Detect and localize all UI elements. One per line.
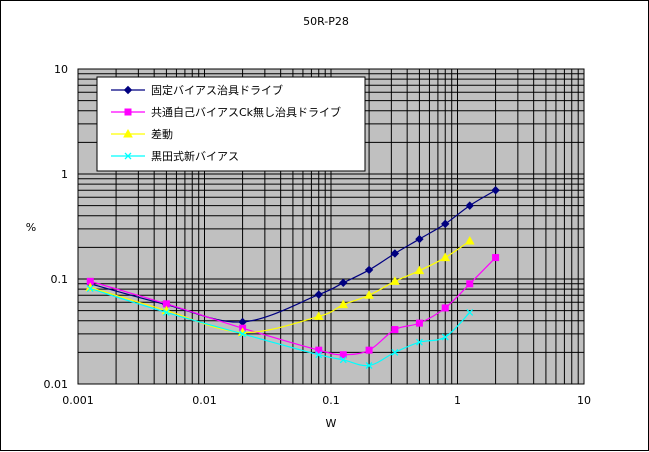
legend-item: 差動 (111, 127, 173, 141)
data-point (390, 249, 400, 258)
data-point (415, 234, 424, 244)
legend-label: 共通自己バイアスCk無し治具ドライブ (151, 105, 341, 119)
series-2 (86, 254, 500, 359)
data-point (441, 219, 450, 229)
data-point (123, 85, 133, 95)
x-tick-label: 1 (454, 394, 461, 407)
data-point (124, 108, 132, 116)
data-point (314, 290, 323, 299)
legend-label: 黒田式新バイアス (151, 149, 239, 163)
series-4 (86, 285, 474, 369)
data-point (414, 265, 425, 275)
y-axis-label: % (26, 221, 36, 234)
data-point (492, 254, 500, 262)
y-tick-label: 10 (54, 63, 68, 76)
data-point (123, 128, 133, 138)
data-point-stroke (124, 152, 132, 160)
data-point (315, 346, 323, 354)
data-point (465, 201, 474, 210)
data-point (390, 276, 400, 285)
data-point (338, 299, 349, 309)
x-tick-label: 0.1 (322, 394, 340, 407)
data-point (162, 309, 170, 316)
data-point (391, 326, 399, 334)
data-point-stroke (239, 330, 247, 338)
legend-item: 共通自己バイアスCk無し治具ドライブ (111, 105, 341, 119)
data-point (365, 362, 373, 369)
data-point (339, 356, 347, 364)
data-point (364, 290, 374, 299)
data-point (339, 351, 347, 359)
legend-label: 固定バイアス治具ドライブ (151, 83, 283, 97)
data-point (491, 186, 500, 195)
data-point-stroke (162, 309, 170, 316)
y-tick-label: 0.1 (51, 273, 69, 286)
x-tick-label: 0.001 (62, 394, 94, 407)
data-point-stroke (365, 362, 373, 369)
data-point (440, 252, 451, 262)
data-point-stroke (315, 351, 323, 359)
data-point (239, 330, 247, 338)
data-point (415, 338, 423, 346)
data-point (441, 333, 449, 341)
data-point (464, 236, 475, 245)
data-point-stroke (391, 348, 399, 356)
data-point (86, 285, 94, 293)
data-point (364, 265, 374, 275)
legend-box (96, 76, 366, 172)
x-axis-label: W (326, 417, 337, 430)
data-point (365, 346, 373, 354)
data-point-stroke (466, 309, 474, 316)
legend-item: 固定バイアス治具ドライブ (111, 83, 283, 97)
data-point (415, 319, 423, 327)
data-point-stroke (441, 333, 449, 341)
data-point (391, 348, 399, 356)
data-point (466, 309, 474, 316)
data-point-stroke (339, 356, 347, 364)
data-point (315, 351, 323, 359)
data-point (441, 304, 449, 312)
data-point-stroke (86, 285, 94, 293)
series-layer (85, 186, 500, 369)
x-tick-label: 10 (577, 394, 591, 407)
y-tick-label: 1 (61, 168, 68, 181)
data-point-stroke (415, 338, 423, 346)
x-tick-label: 0.01 (192, 394, 217, 407)
plot-border (77, 68, 585, 385)
series-line (90, 288, 471, 367)
chart-title: 50R-P28 (303, 15, 349, 28)
tick-labels: 0.001 0.01 0.1 1 10 10 1 0.1 0.01 (44, 63, 592, 407)
y-tick-label: 0.01 (44, 378, 69, 391)
legend-item: 黒田式新バイアス (111, 149, 239, 163)
data-point (124, 152, 132, 160)
legend-label: 差動 (151, 127, 173, 141)
data-point (313, 311, 324, 320)
data-point (466, 280, 474, 288)
data-point (339, 278, 348, 288)
